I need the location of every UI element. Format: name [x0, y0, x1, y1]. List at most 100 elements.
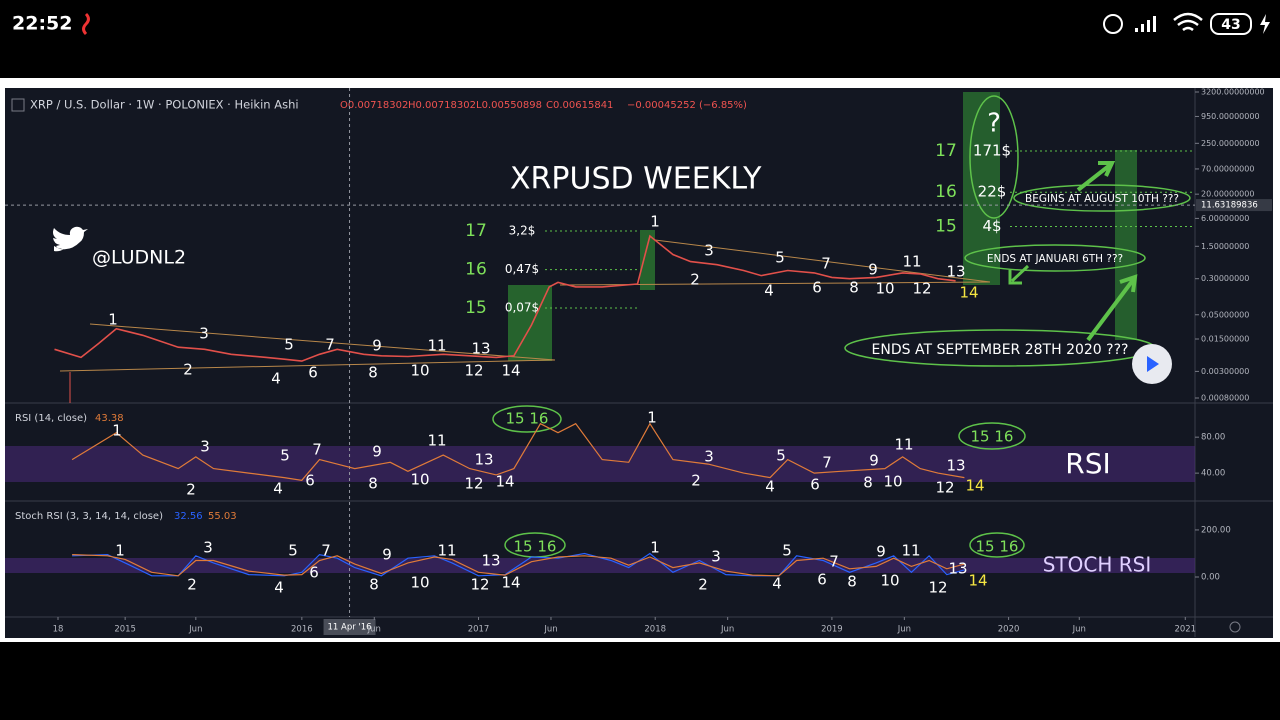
notification-icon — [82, 12, 90, 36]
wave-count: 10 — [875, 280, 894, 298]
x-tick-label: Jun — [543, 625, 557, 635]
wave-count: 12 — [912, 280, 931, 298]
wave-count: 2 — [187, 576, 197, 594]
wave-count: 11 — [437, 542, 456, 560]
price-label-bg — [1196, 199, 1272, 212]
symbol-header: XRP / U.S. Dollar · 1W · POLONIEX · Heik… — [30, 98, 299, 112]
wave-count: 14 — [495, 473, 514, 491]
wave-label: 15 — [935, 217, 957, 237]
wave-count: 1 — [115, 542, 125, 560]
crosshair-label: 11 Apr '16 — [328, 623, 372, 633]
stoch-value: 32.56 — [174, 511, 203, 522]
level-label: 0,07$ — [505, 300, 539, 314]
note: BEGINS AT AUGUST 10TH ??? — [1025, 193, 1179, 205]
wave-label: 16 — [465, 260, 487, 280]
wave-label: 16 — [935, 182, 957, 202]
wave-count: 8 — [368, 475, 378, 493]
note: ? — [987, 109, 1001, 139]
y-tick-label: 0.30000000 — [1201, 274, 1249, 283]
battery-icon — [1210, 13, 1252, 35]
wave-count: 3 — [199, 325, 209, 343]
x-tick-label: Jun — [1072, 625, 1086, 635]
oval — [1013, 184, 1191, 212]
level-label: 3,2$ — [509, 224, 536, 238]
wave-count: 14 — [501, 574, 520, 592]
level-label: 0,47$ — [505, 262, 539, 276]
wifi-icon — [1173, 12, 1203, 32]
x-tick-label: Jun — [897, 625, 911, 635]
collapse-button[interactable] — [11, 98, 25, 112]
wave-count: 13 — [946, 263, 965, 281]
wave-count: 8 — [849, 279, 859, 297]
note: ENDS AT JANUARI 6TH ??? — [987, 253, 1123, 265]
wave-count: 15 16 — [514, 538, 557, 556]
y-tick-label: 40.00 — [1201, 469, 1225, 479]
wave-count: 14 — [501, 362, 520, 380]
wave-count: 15 16 — [971, 428, 1014, 446]
arrow — [1086, 274, 1138, 342]
y-tick-label: 80.00 — [1201, 433, 1225, 443]
wave-count: 15 16 — [506, 410, 549, 428]
wave-count: 14 — [959, 284, 978, 302]
wave-count: 7 — [321, 542, 331, 560]
wave-count: 6 — [309, 564, 319, 582]
wave-count: 13 — [948, 560, 967, 578]
x-tick-label: 2016 — [291, 625, 313, 635]
wave-label: 17 — [935, 141, 957, 161]
settings-icon[interactable] — [1229, 621, 1241, 633]
chart-background — [5, 88, 1273, 638]
wave-count: 10 — [410, 574, 429, 592]
wave-label: 15 — [465, 298, 487, 318]
play-icon — [1147, 356, 1159, 372]
wave-count: 5 — [288, 542, 298, 560]
wave-label: 17 — [465, 221, 487, 241]
y-tick-label: 1.50000000 — [1201, 242, 1249, 251]
wave-count: 3 — [704, 448, 714, 466]
oval — [492, 405, 562, 433]
wave-count: 9 — [876, 543, 886, 561]
wave-count: 8 — [863, 474, 873, 492]
wave-count: 6 — [817, 571, 827, 589]
signal-icon — [1135, 16, 1156, 32]
wave-count: 11 — [427, 337, 446, 355]
wave-count: 7 — [829, 553, 839, 571]
wave-count: 6 — [812, 279, 822, 297]
highlight-box — [640, 230, 655, 290]
wave-count: 9 — [372, 337, 382, 355]
wave-count: 9 — [382, 546, 392, 564]
y-tick-label: 0.00300000 — [1201, 367, 1249, 376]
twitter-handle: @LUDNL2 — [92, 247, 186, 269]
wave-count: 2 — [698, 576, 708, 594]
wave-count: 12 — [470, 576, 489, 594]
oval — [969, 95, 1019, 219]
wave-count: 13 — [474, 451, 493, 469]
wave-count: 9 — [372, 443, 382, 461]
wave-count: 15 16 — [976, 538, 1019, 556]
y-tick-label: 0.00080000 — [1201, 394, 1249, 403]
wave-count: 13 — [481, 552, 500, 570]
y-tick-label: 20.00000000 — [1201, 190, 1254, 199]
wave-count: 14 — [965, 477, 984, 495]
battery-level: 43 — [1221, 17, 1240, 33]
stoch-value: 55.03 — [208, 511, 237, 522]
clock: 22:52 — [12, 13, 72, 35]
wave-count: 12 — [464, 362, 483, 380]
series-line — [72, 554, 965, 577]
y-tick-label: 70.00000000 — [1201, 164, 1254, 173]
series-line — [71, 422, 965, 481]
wave-count: 12 — [935, 479, 954, 497]
ohlc-value: H0.00718302 — [408, 100, 476, 111]
wave-count: 10 — [880, 572, 899, 590]
wave-count: 4 — [274, 579, 284, 597]
twitter-icon — [53, 226, 88, 252]
stoch-band — [5, 558, 1195, 573]
wave-count: 4 — [765, 478, 775, 496]
wave-count: 4 — [271, 370, 281, 388]
arrow — [1076, 161, 1116, 192]
x-tick-label: Jun — [188, 625, 202, 635]
wave-count: 6 — [308, 364, 318, 382]
wave-count: 3 — [203, 539, 213, 557]
wave-count: 12 — [928, 579, 947, 597]
wave-count: 10 — [410, 471, 429, 489]
